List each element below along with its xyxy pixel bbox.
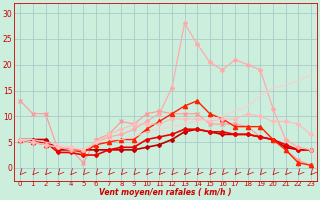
X-axis label: Vent moyen/en rafales ( km/h ): Vent moyen/en rafales ( km/h ) bbox=[99, 188, 232, 197]
